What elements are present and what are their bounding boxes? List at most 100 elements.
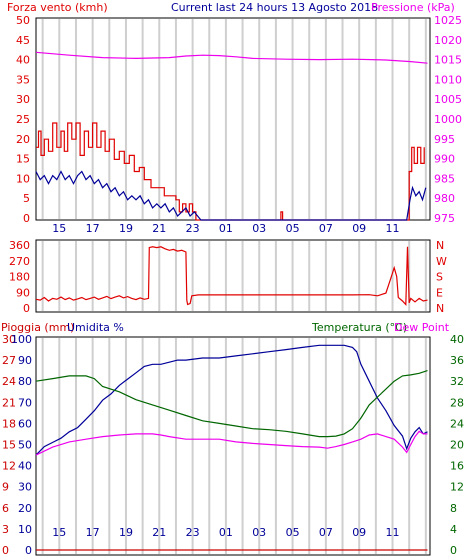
x-tick-label: 11 bbox=[386, 222, 400, 235]
x-tick-label: 03 bbox=[252, 222, 266, 235]
compass-tick-label: N bbox=[436, 239, 444, 252]
humidity-tick-label: 40 bbox=[18, 460, 32, 473]
temperature-tick-label: 12 bbox=[450, 481, 464, 494]
series-direction bbox=[35, 246, 428, 306]
humidity-tick-label: 70 bbox=[18, 396, 32, 409]
temperature-tick-label: 0 bbox=[450, 544, 457, 557]
compass-tick-label: E bbox=[436, 286, 443, 299]
temperature-tick-label: 32 bbox=[450, 375, 464, 388]
x-tick-label: 05 bbox=[286, 526, 300, 539]
rain-tick-label: 6 bbox=[2, 502, 9, 515]
wind-tick-label: 25 bbox=[16, 113, 30, 126]
panel-1-frame bbox=[35, 17, 431, 221]
rain-tick-label: 21 bbox=[2, 396, 16, 409]
wind-tick-label: 20 bbox=[16, 133, 30, 146]
compass-tick-label: S bbox=[436, 271, 443, 284]
series-wind bbox=[35, 170, 427, 221]
wind-tick-label: 30 bbox=[16, 93, 30, 106]
x-tick-label: 01 bbox=[219, 222, 233, 235]
wind-tick-label: 50 bbox=[16, 14, 30, 27]
series-gust bbox=[36, 122, 425, 221]
x-tick-label: 09 bbox=[352, 222, 366, 235]
x-tick-label: 11 bbox=[386, 526, 400, 539]
temperature-tick-label: 16 bbox=[450, 460, 464, 473]
x-tick-label: 15 bbox=[52, 526, 66, 539]
pressure-tick-label: 1025 bbox=[434, 14, 462, 27]
compass-tick-label: N bbox=[436, 302, 444, 315]
pressure-tick-label: 980 bbox=[434, 192, 455, 205]
temperature-tick-label: 24 bbox=[450, 417, 464, 430]
rain-tick-label: 0 bbox=[2, 544, 9, 557]
dewpoint-axis-title: Dew Point bbox=[394, 321, 450, 334]
direction-tick-label: 180 bbox=[9, 271, 30, 284]
rain-tick-label: 27 bbox=[2, 354, 16, 367]
x-tick-label: 23 bbox=[186, 222, 200, 235]
x-tick-label: 21 bbox=[152, 526, 166, 539]
x-tick-label: 01 bbox=[219, 526, 233, 539]
rain-tick-label: 9 bbox=[2, 481, 9, 494]
rain-tick-label: 30 bbox=[2, 333, 16, 346]
wind-tick-label: 40 bbox=[16, 54, 30, 67]
wind-tick-label: 5 bbox=[23, 192, 30, 205]
series-dewpoint bbox=[35, 430, 428, 456]
panel-2-frame bbox=[35, 239, 431, 313]
temperature-tick-label: 8 bbox=[450, 502, 457, 515]
rain-axis-title: Pioggia (mm) bbox=[1, 321, 74, 334]
compass-tick-label: W bbox=[436, 255, 447, 268]
temperature-tick-label: 40 bbox=[450, 333, 464, 346]
x-tick-label: 03 bbox=[252, 526, 266, 539]
wind-tick-label: 0 bbox=[23, 212, 30, 225]
direction-tick-label: 0 bbox=[23, 302, 30, 315]
x-tick-label: 21 bbox=[152, 222, 166, 235]
rain-tick-label: 15 bbox=[2, 439, 16, 452]
humidity-tick-label: 20 bbox=[18, 502, 32, 515]
pressure-tick-label: 990 bbox=[434, 153, 455, 166]
pressure-tick-label: 1020 bbox=[434, 34, 462, 47]
humidity-tick-label: 50 bbox=[18, 439, 32, 452]
temperature-axis-title: Temperatura (°C) bbox=[311, 321, 407, 334]
wind-tick-label: 10 bbox=[16, 172, 30, 185]
pressure-tick-label: 1015 bbox=[434, 54, 462, 67]
humidity-tick-label: 60 bbox=[18, 417, 32, 430]
x-tick-label: 05 bbox=[286, 222, 300, 235]
direction-tick-label: 270 bbox=[9, 255, 30, 268]
direction-tick-label: 360 bbox=[9, 239, 30, 252]
wind-tick-label: 35 bbox=[16, 73, 30, 86]
pressure-tick-label: 1010 bbox=[434, 73, 462, 86]
series-pressure bbox=[35, 51, 428, 64]
pressure-tick-label: 1005 bbox=[434, 93, 462, 106]
x-tick-label: 07 bbox=[319, 526, 333, 539]
x-tick-label: 17 bbox=[86, 222, 100, 235]
temperature-tick-label: 36 bbox=[450, 354, 464, 367]
rain-tick-label: 3 bbox=[2, 523, 9, 536]
temperature-tick-label: 4 bbox=[450, 523, 457, 536]
x-tick-label: 19 bbox=[119, 222, 133, 235]
series-humidity bbox=[35, 344, 428, 456]
wind-tick-label: 45 bbox=[16, 34, 30, 47]
direction-tick-label: 90 bbox=[16, 286, 30, 299]
temperature-tick-label: 28 bbox=[450, 396, 464, 409]
temperature-tick-label: 20 bbox=[450, 439, 464, 452]
x-tick-label: 19 bbox=[119, 526, 133, 539]
rain-tick-label: 24 bbox=[2, 375, 16, 388]
humidity-tick-label: 80 bbox=[18, 375, 32, 388]
series-temperature bbox=[35, 370, 428, 438]
x-tick-label: 23 bbox=[186, 526, 200, 539]
rain-tick-label: 12 bbox=[2, 460, 16, 473]
pressure-tick-label: 975 bbox=[434, 212, 455, 225]
pressure-axis-title: Pressione (kPa) bbox=[371, 1, 455, 14]
x-tick-label: 17 bbox=[86, 526, 100, 539]
x-tick-label: 09 bbox=[352, 526, 366, 539]
humidity-tick-label: 30 bbox=[18, 481, 32, 494]
pressure-tick-label: 985 bbox=[434, 172, 455, 185]
wind-tick-label: 15 bbox=[16, 153, 30, 166]
wind-axis-title: Forza vento (kmh) bbox=[7, 1, 108, 14]
x-tick-label: 07 bbox=[319, 222, 333, 235]
pressure-tick-label: 1000 bbox=[434, 113, 462, 126]
pressure-tick-label: 995 bbox=[434, 133, 455, 146]
humidity-tick-label: 0 bbox=[25, 544, 32, 557]
humidity-axis-title: Umidita % bbox=[67, 321, 124, 334]
